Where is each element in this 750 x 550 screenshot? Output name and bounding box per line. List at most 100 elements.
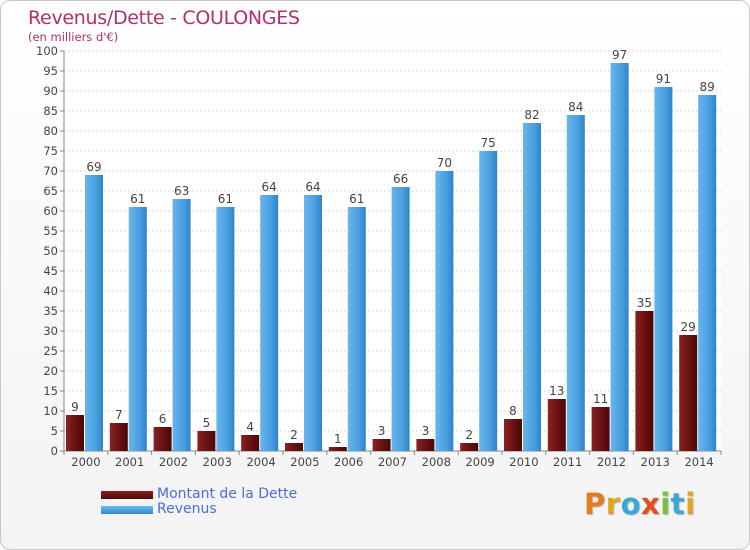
x-tick-label: 2007 bbox=[378, 455, 407, 469]
bar-revenus bbox=[260, 195, 279, 451]
y-tick-label: 45 bbox=[43, 264, 58, 278]
bar-revenus bbox=[523, 123, 541, 451]
x-tick-label: 2012 bbox=[597, 455, 626, 469]
bar-dette bbox=[635, 311, 654, 451]
y-tick-label: 25 bbox=[43, 344, 58, 358]
data-label-dette: 6 bbox=[159, 412, 167, 426]
data-label-dette: 11 bbox=[593, 392, 608, 406]
y-tick-label: 100 bbox=[36, 44, 58, 58]
data-label-dette: 9 bbox=[71, 400, 79, 414]
data-label-revenus: 70 bbox=[437, 156, 452, 170]
data-label-dette: 5 bbox=[203, 416, 211, 430]
data-label-dette: 2 bbox=[465, 428, 473, 442]
data-label-dette: 13 bbox=[549, 384, 564, 398]
bar-dette bbox=[504, 419, 522, 451]
bar-revenus bbox=[216, 207, 235, 451]
bar-revenus bbox=[654, 87, 673, 451]
y-tick-label: 50 bbox=[43, 244, 58, 258]
data-label-revenus: 75 bbox=[481, 136, 496, 150]
y-tick-label: 35 bbox=[43, 304, 58, 318]
logo-letter: t bbox=[670, 487, 686, 521]
legend-label-dette: Montant de la Dette bbox=[157, 486, 298, 502]
data-label-revenus: 91 bbox=[656, 72, 671, 86]
x-tick-label: 2003 bbox=[203, 455, 232, 469]
y-tick-label: 60 bbox=[43, 204, 58, 218]
legend-swatch-revenus bbox=[101, 506, 153, 514]
bar-dette bbox=[416, 439, 435, 451]
bar-dette bbox=[241, 435, 260, 451]
bar-dette bbox=[66, 415, 84, 451]
bar-dette bbox=[153, 427, 172, 451]
data-label-revenus: 64 bbox=[262, 180, 277, 194]
y-tick-label: 55 bbox=[43, 224, 58, 238]
data-label-dette: 3 bbox=[422, 424, 430, 438]
data-label-revenus: 61 bbox=[130, 192, 145, 206]
data-label-revenus: 61 bbox=[349, 192, 364, 206]
x-tick-label: 2002 bbox=[159, 455, 188, 469]
bar-dette bbox=[372, 439, 391, 451]
bar-dette bbox=[285, 443, 303, 451]
bar-revenus bbox=[85, 175, 103, 451]
bar-revenus bbox=[391, 187, 410, 451]
data-label-dette: 29 bbox=[681, 320, 696, 334]
logo-letter: i bbox=[685, 487, 696, 521]
x-tick-label: 2005 bbox=[290, 455, 319, 469]
y-tick-label: 65 bbox=[43, 184, 58, 198]
bar-revenus bbox=[347, 207, 366, 451]
bar-revenus bbox=[566, 115, 585, 451]
bar-revenus bbox=[172, 199, 191, 451]
bar-revenus bbox=[128, 207, 147, 451]
data-label-dette: 4 bbox=[246, 420, 254, 434]
x-tick-label: 2013 bbox=[641, 455, 670, 469]
logo-letter: i bbox=[660, 487, 671, 521]
bar-dette bbox=[328, 447, 347, 451]
x-tick-label: 2004 bbox=[246, 455, 275, 469]
bar-revenus bbox=[698, 95, 717, 451]
logo-letter: P bbox=[584, 487, 606, 521]
chart-title: Revenus/Dette - COULONGES bbox=[28, 7, 300, 29]
y-tick-label: 70 bbox=[43, 164, 58, 178]
x-tick-label: 2009 bbox=[465, 455, 494, 469]
legend-swatch-dette bbox=[101, 491, 153, 499]
x-tick-label: 2000 bbox=[71, 455, 100, 469]
data-label-dette: 1 bbox=[334, 432, 342, 446]
y-tick-label: 80 bbox=[43, 124, 58, 138]
legend-label-revenus: Revenus bbox=[157, 501, 217, 517]
bar-revenus bbox=[610, 63, 629, 451]
logo-letter: x bbox=[641, 487, 661, 521]
y-tick-label: 40 bbox=[43, 284, 58, 298]
y-tick-label: 0 bbox=[51, 444, 58, 458]
y-tick-label: 20 bbox=[43, 364, 58, 378]
y-tick-label: 15 bbox=[43, 384, 58, 398]
data-label-revenus: 66 bbox=[393, 172, 408, 186]
bar-dette bbox=[679, 335, 698, 451]
data-label-dette: 35 bbox=[637, 296, 652, 310]
bar-revenus bbox=[479, 151, 498, 451]
bar-revenus bbox=[304, 195, 322, 451]
data-label-revenus: 84 bbox=[568, 100, 583, 114]
data-label-revenus: 63 bbox=[174, 184, 189, 198]
data-label-revenus: 82 bbox=[524, 108, 539, 122]
data-label-revenus: 64 bbox=[305, 180, 320, 194]
y-tick-label: 10 bbox=[43, 404, 58, 418]
bar-dette bbox=[591, 407, 610, 451]
y-tick-label: 90 bbox=[43, 84, 58, 98]
data-label-dette: 2 bbox=[290, 428, 298, 442]
data-label-dette: 3 bbox=[378, 424, 386, 438]
y-tick-label: 95 bbox=[43, 64, 58, 78]
x-tick-label: 2008 bbox=[422, 455, 451, 469]
data-label-revenus: 69 bbox=[86, 160, 101, 174]
data-label-dette: 8 bbox=[509, 404, 517, 418]
x-tick-label: 2010 bbox=[509, 455, 538, 469]
bar-dette bbox=[460, 443, 479, 451]
data-label-revenus: 97 bbox=[612, 48, 627, 62]
bar-revenus bbox=[435, 171, 454, 451]
proxiti-logo: Proxiti bbox=[584, 487, 696, 521]
x-tick-label: 2001 bbox=[115, 455, 144, 469]
y-tick-label: 30 bbox=[43, 324, 58, 338]
y-tick-label: 5 bbox=[51, 424, 58, 438]
x-tick-label: 2014 bbox=[684, 455, 713, 469]
x-tick-label: 2006 bbox=[334, 455, 363, 469]
